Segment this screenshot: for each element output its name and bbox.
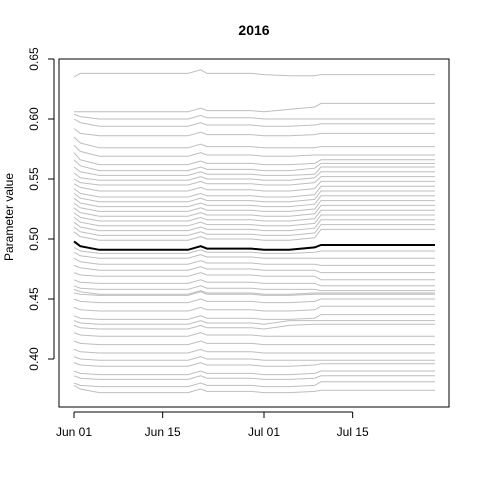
background-series-line-6 [73,136,435,149]
y-tick-label: 0.45 [27,287,41,311]
background-series-line-16 [73,195,435,208]
background-series-line-4 [73,118,435,127]
x-tick-label: Jun 01 [56,425,92,439]
y-axis: 0.40 0.45 0.50 0.55 0.60 0.65 [27,47,55,371]
background-series-line-41 [73,356,435,361]
background-series-line-40 [73,348,435,354]
background-series-line-20 [73,214,435,227]
x-tick-label: Jun 15 [145,425,181,439]
background-series-line-26 [73,257,435,266]
background-series-line-43 [73,370,435,376]
background-series-line-31 [73,288,435,295]
background-series-line-3 [73,113,435,120]
background-series-line-2 [74,102,435,113]
x-tick-label: Jul 15 [337,425,369,439]
background-series-line-24 [73,246,435,254]
background-series-line-22 [73,224,435,236]
y-tick-label: 0.40 [27,347,41,371]
x-tick-label: Jul 01 [248,425,280,439]
background-series-line-15 [73,190,435,203]
chart-title: 2016 [238,22,269,38]
background-series-line-5 [73,128,435,137]
background-series-line-46 [73,384,435,394]
background-series-line-23 [73,228,435,241]
background-series-line-32 [73,291,435,296]
y-axis-title: Parameter value [2,173,16,261]
background-series-line-14 [73,185,435,198]
background-series-line-36 [73,320,435,325]
background-series-line-18 [73,204,435,217]
background-series-line-1 [73,69,435,78]
y-tick-label: 0.55 [27,167,41,191]
background-series-line-29 [73,279,435,287]
background-series-line-42 [73,362,435,367]
background-series-line-11 [73,171,435,181]
background-series-line-34 [73,305,435,312]
background-series-line-35 [73,314,435,320]
background-series-group [73,69,435,394]
background-series-line-21 [73,219,435,232]
background-series-line-8 [73,152,435,166]
background-series-line-25 [73,251,435,259]
y-tick-label: 0.65 [27,47,41,71]
x-axis: Jun 01 Jun 15 Jul 01 Jul 15 [56,411,369,439]
highlight-series-line [73,240,435,251]
background-series-line-27 [73,264,435,274]
plot-area-border [58,58,450,408]
y-tick-label: 0.50 [27,227,41,251]
highlight-series-group [73,240,435,251]
background-series-line-45 [73,381,435,388]
background-series-line-28 [73,272,435,281]
background-series-line-37 [73,323,435,330]
background-series-line-13 [73,180,435,192]
background-series-line-39 [73,340,435,346]
background-series-line-19 [73,209,435,222]
background-series-line-17 [73,200,435,212]
background-series-line-9 [73,159,435,172]
background-series-line-10 [73,166,435,176]
y-tick-label: 0.60 [27,107,41,131]
background-series-line-38 [73,332,435,337]
background-series-line-12 [73,176,435,186]
background-series-line-7 [73,145,435,157]
background-series-line-33 [73,298,435,304]
background-series-line-44 [73,375,435,380]
background-series-line-30 [73,285,435,292]
